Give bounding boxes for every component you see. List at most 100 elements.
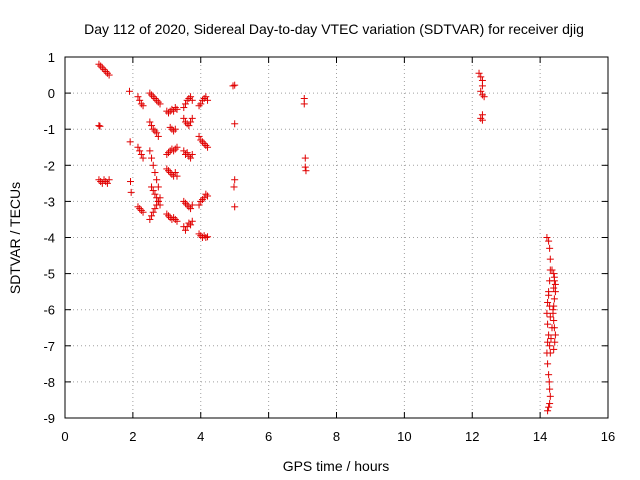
data-point — [151, 205, 159, 213]
data-point — [550, 277, 558, 285]
data-point — [148, 212, 156, 220]
data-point — [180, 114, 188, 122]
data-point — [551, 338, 559, 346]
data-point — [187, 93, 195, 101]
data-point — [146, 89, 154, 97]
data-point — [148, 183, 156, 191]
data-point — [543, 349, 551, 357]
data-point — [478, 116, 486, 124]
data-point — [300, 100, 308, 108]
data-point — [171, 215, 179, 223]
data-point — [188, 150, 196, 158]
data-point — [546, 342, 554, 350]
data-point — [204, 96, 212, 104]
data-point — [148, 154, 156, 162]
y-axis-label: SDTVAR / TECUs — [7, 182, 23, 294]
data-point — [195, 230, 203, 238]
data-point — [170, 107, 178, 115]
data-point — [165, 149, 173, 157]
data-point — [136, 96, 144, 104]
data-point — [171, 169, 179, 177]
data-point — [551, 331, 559, 339]
data-point — [551, 280, 559, 288]
data-point — [185, 122, 193, 130]
data-point — [546, 385, 554, 393]
y-tick-label: -2 — [43, 158, 55, 173]
data-point — [154, 132, 162, 140]
data-point — [204, 192, 212, 200]
data-point — [550, 295, 558, 303]
data-point — [550, 302, 558, 310]
data-point — [202, 190, 210, 198]
data-point — [136, 147, 144, 155]
data-points — [95, 60, 559, 415]
data-point — [153, 201, 161, 209]
data-point — [173, 143, 181, 151]
y-tick-label: -3 — [43, 194, 55, 209]
data-point — [163, 210, 171, 218]
data-point — [139, 154, 147, 162]
plot-frame — [64, 56, 609, 419]
data-point — [154, 197, 162, 205]
data-point — [231, 203, 239, 211]
data-point — [180, 104, 188, 112]
data-point — [195, 201, 203, 209]
data-point — [301, 154, 309, 162]
data-point — [478, 91, 486, 99]
data-point — [187, 118, 195, 126]
data-point — [545, 237, 553, 245]
data-point — [477, 73, 485, 81]
data-point — [170, 147, 178, 155]
data-point — [195, 132, 203, 140]
data-point — [151, 190, 159, 198]
data-point — [165, 212, 173, 220]
data-point — [146, 147, 154, 155]
data-point — [102, 67, 110, 75]
data-point — [181, 226, 189, 234]
data-point — [187, 154, 195, 162]
data-point — [154, 183, 162, 191]
data-point — [153, 176, 161, 184]
data-point — [125, 87, 133, 95]
data-point — [181, 199, 189, 207]
data-point — [185, 219, 193, 227]
y-tick-label: 1 — [48, 50, 55, 65]
data-point — [171, 104, 179, 112]
data-point — [127, 188, 135, 196]
data-point — [149, 161, 157, 169]
data-point — [156, 194, 164, 202]
data-point — [185, 203, 193, 211]
data-point — [146, 215, 154, 223]
data-point — [103, 179, 111, 187]
data-point — [168, 170, 176, 178]
data-point — [156, 100, 164, 108]
data-point — [187, 221, 195, 229]
y-tick-label: -1 — [43, 122, 55, 137]
data-point — [231, 81, 239, 89]
data-point — [198, 138, 206, 146]
data-point — [102, 178, 110, 186]
data-point — [134, 93, 142, 101]
data-point — [137, 150, 145, 158]
data-point — [170, 127, 178, 135]
data-point — [181, 150, 189, 158]
data-point — [543, 234, 551, 241]
data-point — [546, 392, 554, 400]
data-point — [302, 167, 310, 175]
x-tick-label: 14 — [533, 429, 547, 444]
data-point — [149, 125, 157, 133]
data-point — [153, 129, 161, 137]
y-tick-label: -7 — [43, 339, 55, 354]
data-point — [550, 345, 558, 353]
data-point — [197, 197, 205, 205]
data-point — [170, 214, 178, 222]
data-point — [95, 60, 103, 68]
data-point — [551, 288, 559, 296]
y-tick-labels: 1 0 -1 -2 -3 -4 -5 -6 -7 -8 -9 — [43, 50, 55, 426]
data-point — [146, 118, 154, 126]
data-point — [148, 91, 156, 99]
data-point — [231, 176, 239, 184]
x-axis-label: GPS time / hours — [283, 458, 390, 474]
data-point — [173, 105, 181, 113]
